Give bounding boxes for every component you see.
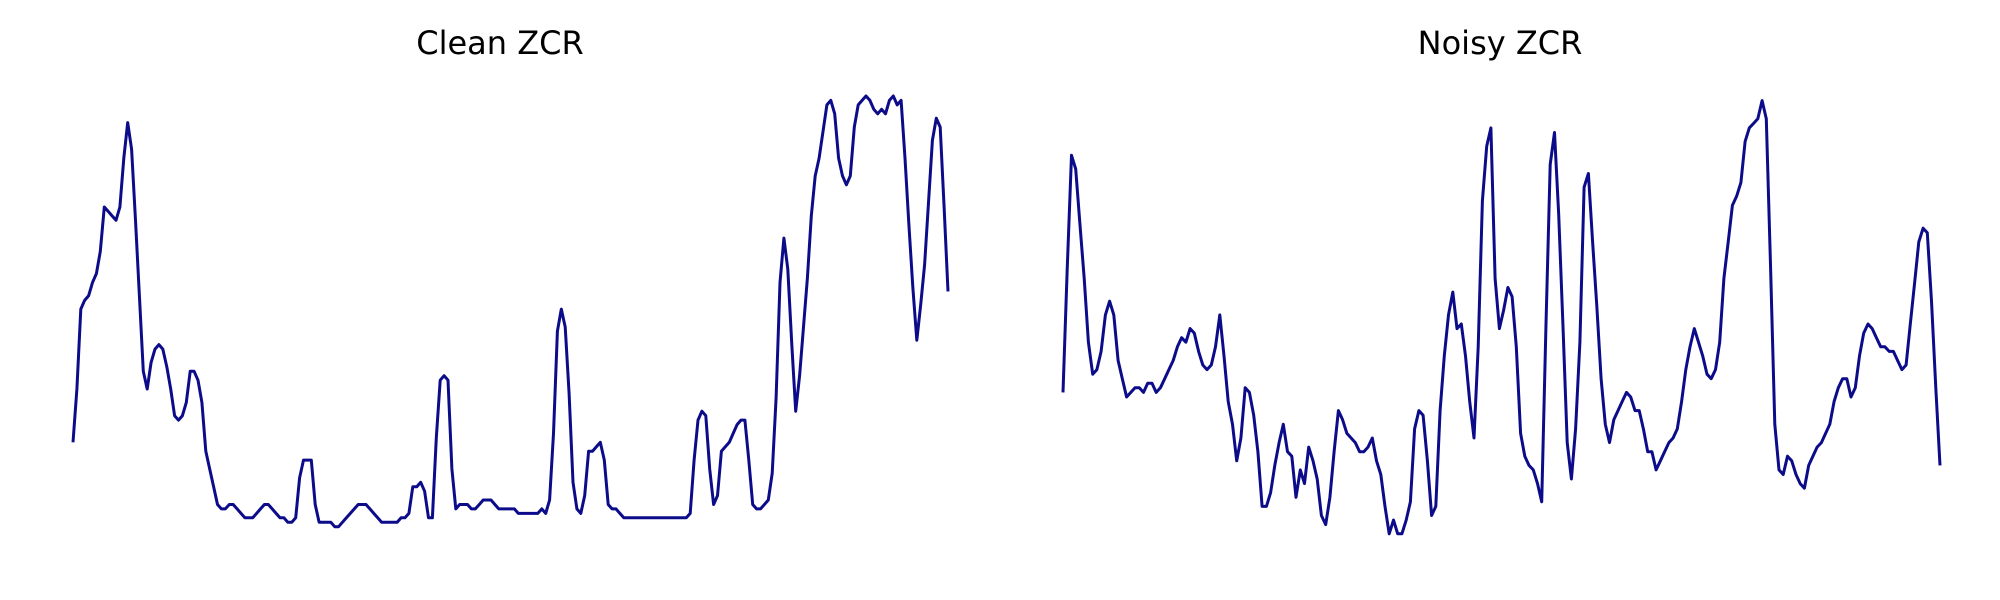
series-line-0: [1061, 99, 1942, 536]
chart-panel-clean: Clean ZCR: [71, 24, 950, 529]
chart-title: Clean ZCR: [416, 24, 584, 62]
series-line-0: [71, 94, 950, 529]
chart-plot: [71, 94, 950, 529]
chart-panel-noisy: Noisy ZCR: [1000, 0, 2000, 600]
chart-title: Noisy ZCR: [1417, 24, 1583, 62]
chart-plot: [1061, 99, 1942, 536]
